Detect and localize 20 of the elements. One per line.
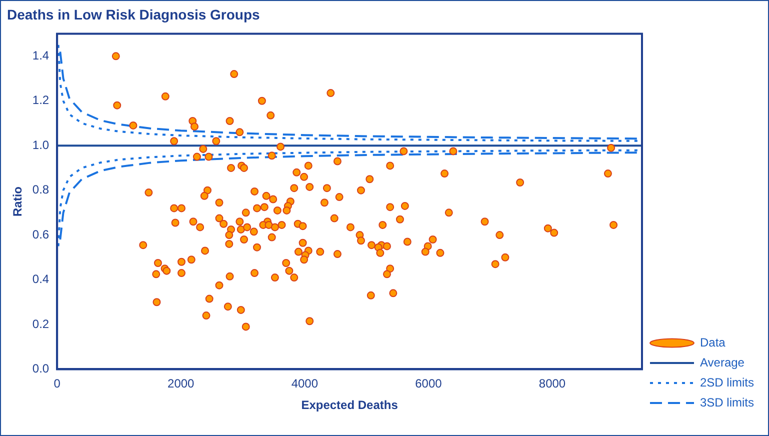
x-tick-label: 4000 [291, 376, 318, 391]
y-tick-label: 1.0 [32, 138, 50, 152]
y-tick-label: 1.4 [32, 48, 50, 62]
y-tick-label: 0.6 [32, 227, 50, 242]
x-tick-label: 6000 [415, 376, 442, 391]
legend-label: 3SD limits [700, 395, 754, 410]
legend-label: Data [700, 335, 726, 350]
y-tick-label: 0.0 [32, 362, 50, 376]
y-tick-label: 0.4 [32, 272, 50, 286]
x-tick-label: 8000 [538, 376, 566, 391]
y-tick-label: 0.8 [32, 182, 50, 197]
x-tick-label: 0 [54, 376, 61, 391]
x-axis-title: Expected Deaths [301, 398, 398, 412]
y-tick-label: 1.2 [32, 93, 50, 108]
chart-title: Deaths in Low Risk Diagnosis Groups [7, 6, 260, 22]
legend-label: Average [700, 355, 745, 370]
y-tick-label: 0.2 [32, 316, 50, 331]
y-axis-title: Ratio [10, 186, 25, 216]
x-tick-label: 2000 [168, 376, 195, 391]
legend-label: 2SD limits [700, 375, 754, 390]
